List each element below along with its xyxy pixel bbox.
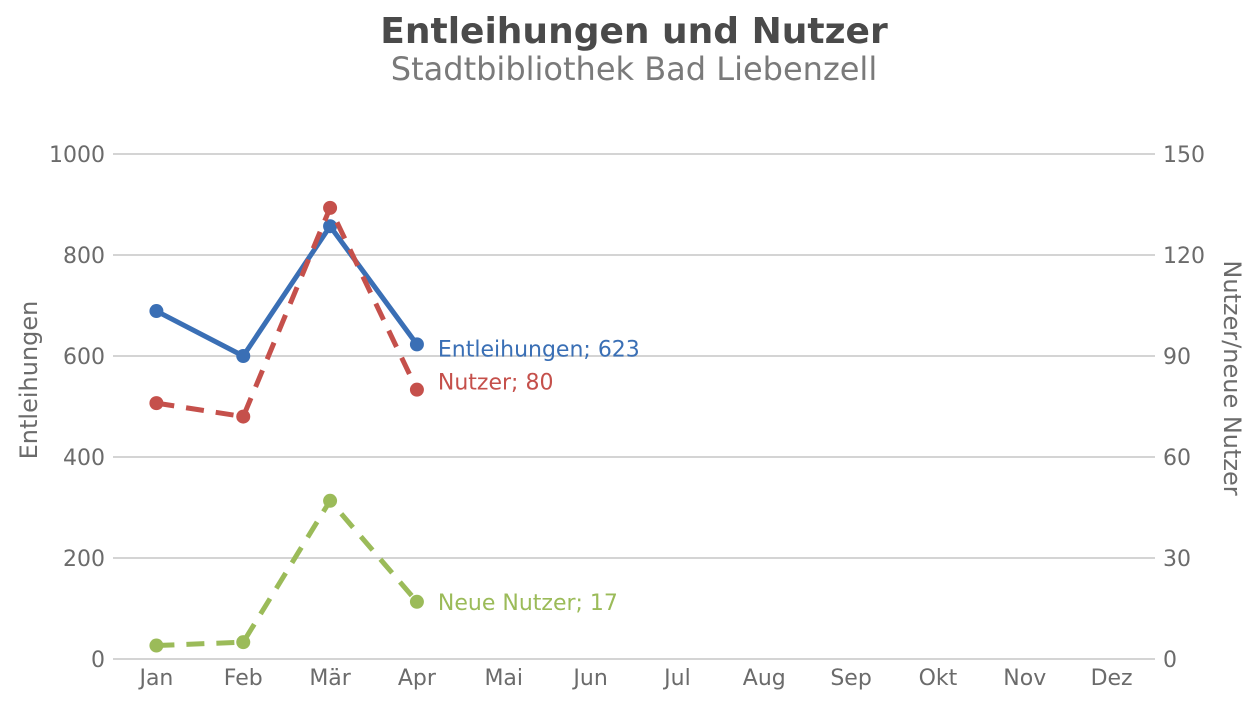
data-point [149, 304, 164, 319]
y-right-tick-label: 150 [1163, 143, 1205, 168]
y-left-ticks: 0 200 400 600 800 1000 [49, 143, 105, 673]
data-point [409, 337, 424, 352]
y-left-tick-label: 1000 [49, 143, 105, 168]
y-left-tick-label: 400 [63, 446, 105, 471]
data-point [236, 409, 251, 424]
y-left-tick-label: 600 [63, 345, 105, 370]
x-tick-label: Feb [224, 666, 263, 691]
x-tick-label: Mär [309, 666, 351, 691]
y-right-ticks: 0 30 60 90 120 150 [1163, 143, 1205, 673]
data-point [323, 219, 338, 234]
series-line [155, 223, 419, 359]
x-tick-label: Jul [662, 666, 691, 691]
chart-subtitle: Stadtbibliothek Bad Liebenzell [391, 50, 877, 88]
y-left-tick-label: 200 [63, 547, 105, 572]
series-line [156, 498, 419, 649]
data-point [409, 382, 424, 397]
series-entleihungen: Entleihungen; 623 [149, 219, 640, 363]
series-end-label: Nutzer; 80 [438, 371, 554, 396]
chart-title: Entleihungen und Nutzer [380, 11, 888, 52]
data-point [236, 349, 251, 363]
x-tick-label: Sep [830, 666, 871, 691]
series: Entleihungen; 623 Nutzer; 80 Neue Nutzer; … [149, 200, 640, 653]
x-tick-label: Jan [137, 666, 173, 691]
data-point [149, 638, 164, 653]
grid-lines [113, 153, 1155, 660]
data-point [323, 493, 338, 508]
x-tick-label: Aug [743, 666, 786, 691]
y-right-axis-label: Nutzer/neue Nutzer [1218, 260, 1246, 495]
y-right-tick-label: 120 [1163, 244, 1205, 269]
y-right-tick-label: 60 [1163, 446, 1191, 471]
x-tick-label: Okt [919, 666, 958, 691]
x-tick-label: Nov [1003, 666, 1046, 691]
y-right-tick-label: 0 [1163, 648, 1177, 673]
x-tick-label: Dez [1091, 666, 1133, 691]
series-nutzer: Nutzer; 80 [149, 200, 554, 424]
data-point [323, 200, 338, 215]
x-tick-label: Mai [484, 666, 523, 691]
y-right-tick-label: 90 [1163, 345, 1191, 370]
series-end-label: Entleihungen; 623 [438, 337, 640, 362]
x-ticks: Jan Feb Mär Apr Mai Jun Jul Aug Sep Okt Nov Dez [137, 666, 1132, 691]
data-point [149, 396, 164, 411]
y-left-axis-label: Entleihungen [15, 301, 43, 460]
series-line [156, 205, 420, 420]
y-right-tick-label: 30 [1163, 547, 1191, 572]
y-left-tick-label: 0 [91, 648, 105, 673]
data-point [236, 635, 251, 650]
x-tick-label: Apr [398, 666, 437, 691]
series-end-label: Neue Nutzer; 17 [438, 591, 618, 616]
data-point [409, 594, 424, 609]
series-neue-nutzer: Neue Nutzer; 17 [149, 493, 618, 653]
x-tick-label: Jun [571, 666, 607, 691]
y-left-tick-label: 800 [63, 244, 105, 269]
